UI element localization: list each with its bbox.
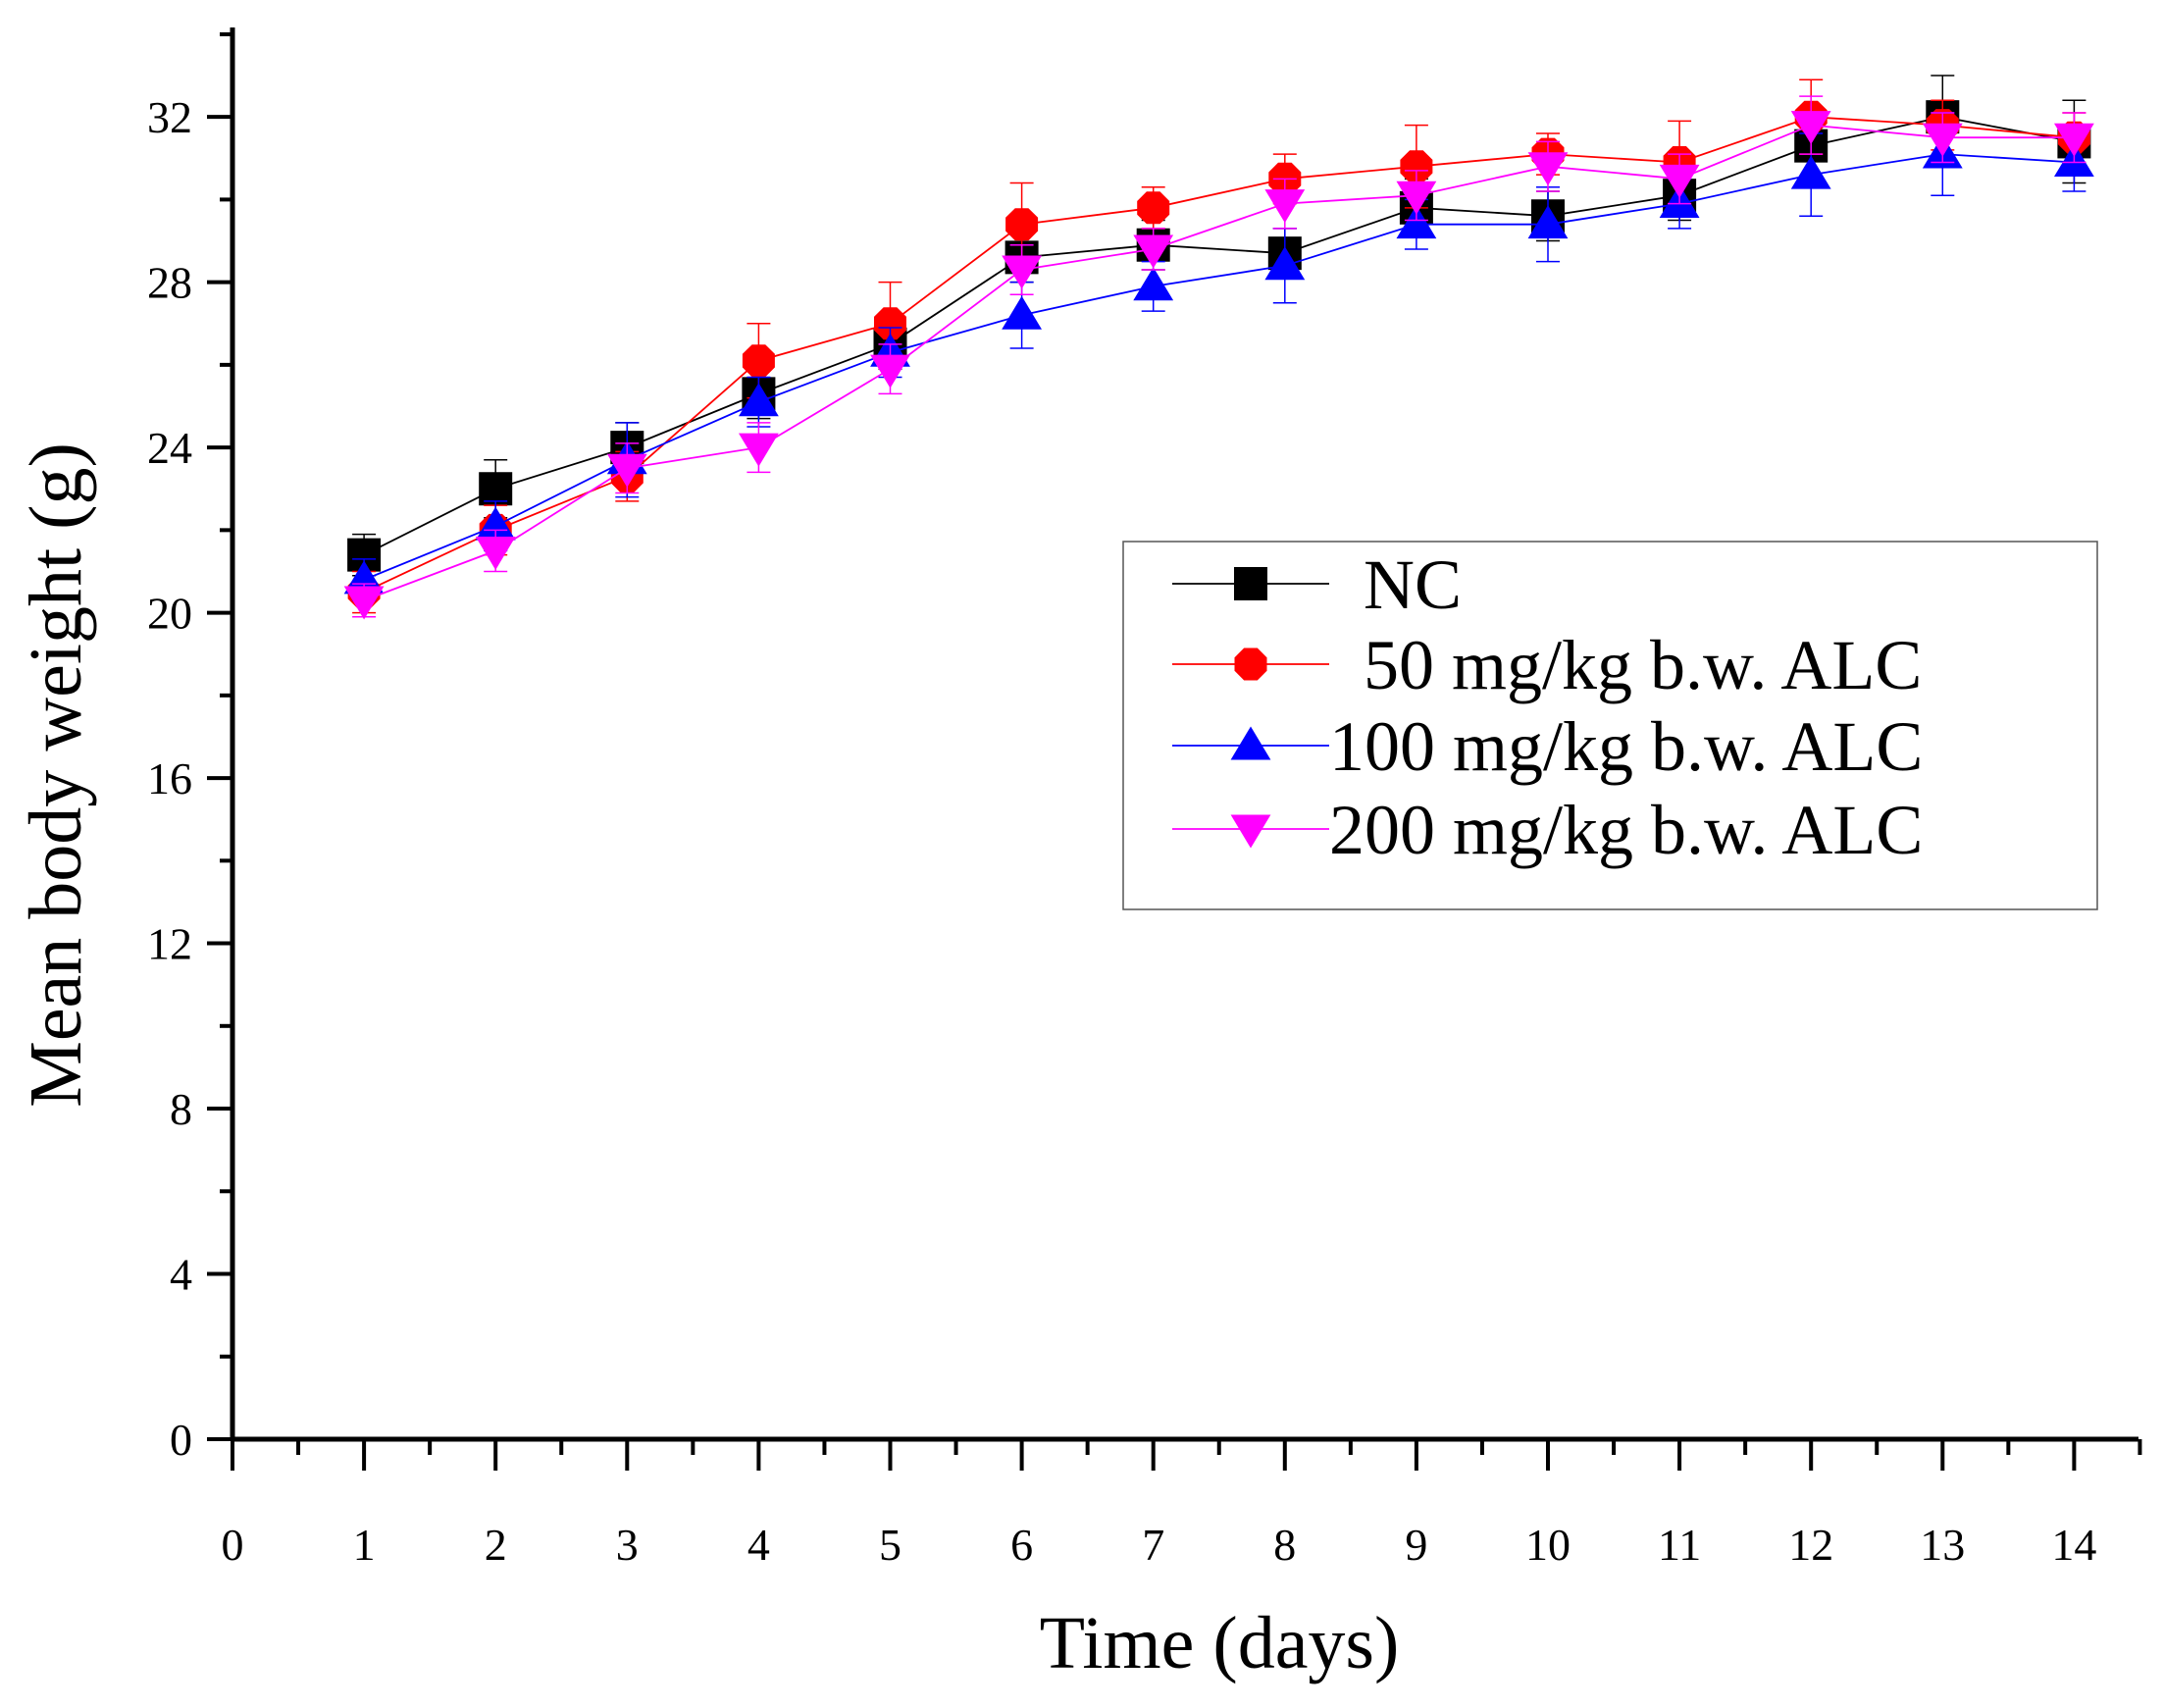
data-point: [1527, 205, 1569, 239]
x-tick-label: 13: [1920, 1520, 1965, 1570]
x-tick-label: 0: [222, 1520, 244, 1570]
data-point: [475, 506, 516, 541]
x-tick-label: 11: [1658, 1520, 1701, 1570]
y-tick-label: 28: [147, 258, 192, 308]
data-point: [2054, 123, 2094, 157]
data-point: [1002, 255, 1042, 289]
series-3: [343, 112, 2094, 601]
data-point: [742, 344, 775, 378]
data-point: [1396, 181, 1437, 215]
series-1: [347, 75, 2091, 577]
x-tick-label: 2: [485, 1520, 507, 1570]
data-point: [343, 560, 385, 595]
data-point: [1133, 234, 1174, 269]
y-tick-label: 12: [147, 919, 192, 969]
y-tick-label: 20: [147, 589, 192, 639]
legend-label: 50 mg/kg b.w. ALC: [1364, 626, 1922, 704]
data-point: [739, 433, 779, 467]
x-tick-label: 7: [1142, 1520, 1164, 1570]
data-point: [1790, 111, 1831, 145]
series-line: [363, 116, 2075, 594]
data-point: [606, 453, 647, 488]
x-tick-label: 5: [879, 1520, 901, 1570]
legend-marker: [1230, 814, 1271, 849]
data-point: [1659, 164, 1700, 198]
y-tick-label: 0: [170, 1415, 192, 1465]
data-point: [1005, 208, 1039, 241]
series-line: [363, 153, 2075, 581]
data-point: [475, 536, 516, 570]
data-point: [870, 354, 910, 388]
legend-marker: [1234, 647, 1267, 681]
data-point: [1264, 246, 1306, 281]
legend-label: 200 mg/kg b.w. ALC: [1329, 791, 1923, 869]
x-tick-label: 8: [1273, 1520, 1296, 1570]
y-tick-label: 8: [170, 1084, 192, 1134]
x-axis-title: Time (days): [1040, 1602, 1400, 1684]
data-point: [739, 383, 779, 417]
data-point: [874, 307, 906, 340]
data-point: [1133, 267, 1174, 301]
legend-marker: [1234, 567, 1267, 600]
data-point: [1922, 123, 1963, 157]
data-point: [343, 586, 385, 620]
data-point: [1400, 150, 1433, 183]
series-layer: [343, 75, 2094, 620]
x-tick-label: 4: [747, 1520, 770, 1570]
data-point: [1137, 191, 1170, 225]
x-tick-label: 9: [1405, 1520, 1427, 1570]
y-tick-label: 24: [147, 423, 192, 473]
x-tick-label: 10: [1525, 1520, 1571, 1570]
series-2: [347, 78, 2090, 614]
series-line: [363, 116, 2075, 556]
legend-box: [1122, 541, 2098, 910]
data-point: [479, 472, 513, 506]
x-tick-label: 14: [2051, 1520, 2096, 1570]
legend-label: 100 mg/kg b.w. ALC: [1329, 707, 1923, 786]
x-tick-label: 1: [353, 1520, 376, 1570]
data-point: [1396, 205, 1437, 239]
x-tick-label: 3: [616, 1520, 639, 1570]
series-4: [343, 95, 2094, 620]
x-tick-label: 12: [1788, 1520, 1833, 1570]
y-tick-label: 4: [170, 1250, 192, 1300]
data-point: [1002, 295, 1042, 330]
data-point: [1790, 155, 1831, 189]
y-tick-label: 16: [147, 753, 192, 803]
data-point: [1264, 189, 1306, 224]
series-line: [363, 124, 2075, 601]
y-axis-title: Mean body weight (g): [15, 442, 97, 1108]
data-point: [1527, 152, 1569, 186]
x-tick-label: 6: [1010, 1520, 1033, 1570]
legend-label: NC: [1364, 545, 1462, 624]
y-tick-label: 32: [147, 92, 192, 142]
legend-marker: [1230, 726, 1271, 760]
